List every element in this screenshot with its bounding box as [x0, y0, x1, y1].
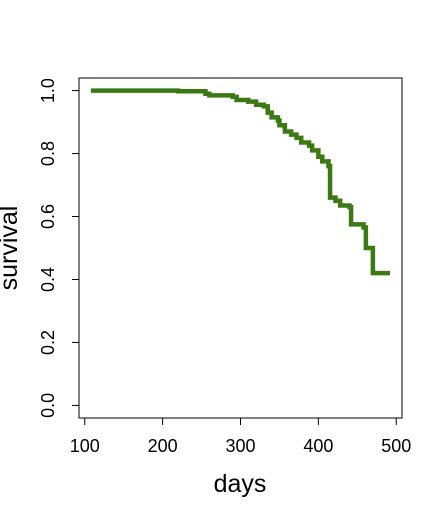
x-tick-label: 200 — [148, 436, 178, 456]
y-tick-label: 0.8 — [38, 141, 58, 166]
x-tick-label: 100 — [70, 436, 100, 456]
y-tick-label: 1.0 — [38, 78, 58, 103]
y-tick-label: 0.4 — [38, 267, 58, 292]
y-axis-label: survival — [0, 206, 23, 291]
x-axis-label: days — [214, 470, 267, 498]
x-tick-label: 300 — [225, 436, 255, 456]
y-tick-label: 0.2 — [38, 330, 58, 355]
y-tick-label: 0.0 — [38, 393, 58, 418]
x-tick-label: 400 — [303, 436, 333, 456]
plot-frame — [78, 77, 403, 419]
y-tick-label: 0.6 — [38, 204, 58, 229]
x-tick-label: 500 — [381, 436, 411, 456]
survival-line — [90, 88, 391, 276]
